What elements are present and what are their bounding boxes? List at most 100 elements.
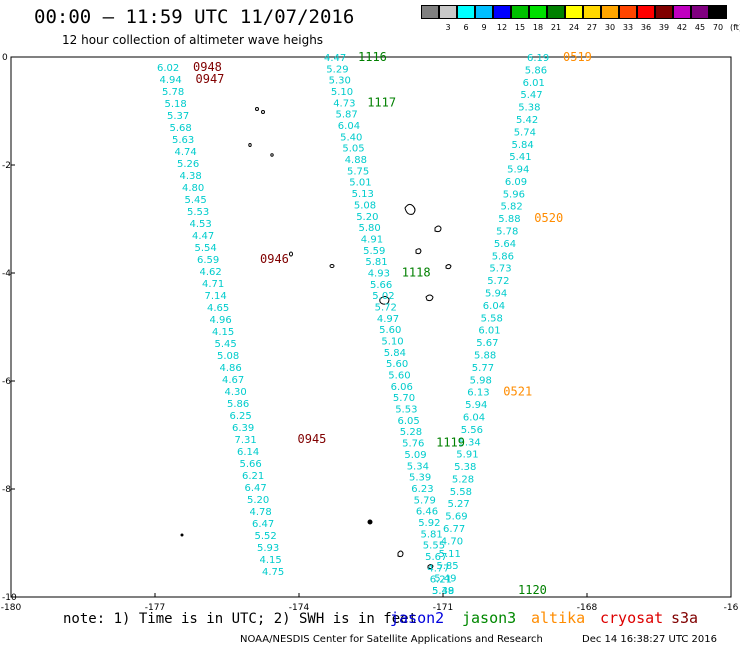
swh-value-jason3: 5.10 bbox=[331, 87, 353, 98]
swh-value-altika: 5.42 bbox=[516, 115, 538, 126]
generation-timestamp: Dec 14 16:38:27 UTC 2016 bbox=[582, 634, 717, 645]
legend-unit: (ft) bbox=[729, 23, 740, 32]
swh-value-jason2: 4.30 bbox=[225, 387, 247, 398]
legend-label: 39 bbox=[658, 23, 670, 32]
swh-value-jason2: 4.62 bbox=[200, 267, 222, 278]
island-outlines bbox=[180, 107, 452, 570]
swh-value-altika: 5.11 bbox=[439, 549, 461, 560]
swh-value-jason3: 5.87 bbox=[336, 110, 358, 121]
swh-value-jason3: 4.93 bbox=[368, 269, 390, 280]
swh-value-jason2: 4.74 bbox=[175, 147, 197, 158]
swh-value-altika: 5.86 bbox=[525, 65, 547, 76]
swh-value-altika: 5.67 bbox=[476, 338, 498, 349]
swh-value-altika: 6.01 bbox=[478, 326, 500, 337]
swh-value-jason2: 7.14 bbox=[205, 291, 227, 302]
island-outline bbox=[270, 153, 274, 157]
swh-value-jason3: 6.04 bbox=[338, 121, 360, 132]
swh-value-altika: 6.77 bbox=[443, 524, 465, 535]
swh-value-jason3: 5.70 bbox=[393, 393, 415, 404]
swh-value-jason3: 5.55 bbox=[423, 541, 445, 552]
satellite-name: altika bbox=[531, 609, 586, 627]
swh-value-jason3: 5.39 bbox=[409, 473, 431, 484]
swh-value-jason3: 5.60 bbox=[379, 325, 401, 336]
x-tick-label: -180 bbox=[1, 603, 22, 613]
swh-value-altika: 5.86 bbox=[492, 251, 514, 262]
island-outline bbox=[425, 294, 434, 302]
swh-value-jason2: 5.68 bbox=[170, 123, 192, 134]
swh-value-jason3: 5.80 bbox=[359, 223, 381, 234]
swh-value-jason2: 5.18 bbox=[165, 99, 187, 110]
swh-value-altika: 6.04 bbox=[463, 413, 485, 424]
swh-value-jason3: 5.28 bbox=[400, 427, 422, 438]
swh-value-jason3: 4.77 bbox=[427, 563, 449, 574]
swh-value-jason2: 5.93 bbox=[257, 543, 279, 554]
legend-label: 6 bbox=[463, 23, 469, 32]
pass-time-altika: 0519 bbox=[563, 50, 592, 64]
island-outline bbox=[261, 110, 265, 114]
swh-value-jason2: 5.45 bbox=[215, 339, 237, 350]
island-outline bbox=[329, 264, 335, 268]
y-tick-label: -4 bbox=[2, 269, 11, 279]
legend-label: 27 bbox=[586, 23, 598, 32]
swh-value-jason3: 5.05 bbox=[342, 144, 364, 155]
swh-value-jason3: 5.29 bbox=[326, 64, 348, 75]
swh-value-jason2: 5.86 bbox=[227, 399, 249, 410]
legend-swatch bbox=[691, 5, 709, 19]
swh-value-jason2: 4.67 bbox=[222, 375, 244, 386]
swh-value-jason2: 6.25 bbox=[230, 411, 252, 422]
map-title: 00:00 – 11:59 UTC 11/07/2016 bbox=[34, 6, 355, 28]
swh-value-jason2: 6.47 bbox=[245, 483, 267, 494]
island-outline bbox=[289, 251, 293, 257]
swh-value-jason3: 5.66 bbox=[370, 280, 392, 291]
swh-value-altika: 5.49 bbox=[434, 574, 456, 585]
swh-value-jason3: 6.06 bbox=[391, 382, 413, 393]
footnote: note: 1) Time is in UTC; 2) SWH is in fe… bbox=[63, 611, 418, 627]
swh-value-jason2: 6.47 bbox=[252, 519, 274, 530]
satellite-name: jason2 bbox=[390, 609, 445, 627]
swh-value-altika: 5.28 bbox=[452, 474, 474, 485]
satellite-name: jason3 bbox=[462, 609, 517, 627]
legend-swatch bbox=[655, 5, 673, 19]
credit-line: NOAA/NESDIS Center for Satellite Applica… bbox=[240, 634, 543, 645]
swh-value-jason2: 5.08 bbox=[217, 351, 239, 362]
y-tick-label: 0 bbox=[2, 53, 8, 63]
swh-value-altika: 6.09 bbox=[505, 177, 527, 188]
swh-value-jason2: 5.45 bbox=[185, 195, 207, 206]
island-outline bbox=[397, 550, 404, 558]
swh-value-jason2: 4.75 bbox=[262, 567, 284, 578]
swh-value-altika: 5.98 bbox=[470, 375, 492, 386]
swh-value-jason3: 5.79 bbox=[414, 495, 436, 506]
legend-label: 18 bbox=[532, 23, 544, 32]
legend-swatch bbox=[583, 5, 601, 19]
swh-value-jason2: 4.38 bbox=[180, 171, 202, 182]
legend-swatch bbox=[673, 5, 691, 19]
swh-value-jason2: 5.63 bbox=[172, 135, 194, 146]
swh-value-jason2: 5.54 bbox=[195, 243, 217, 254]
swh-value-jason3: 5.13 bbox=[352, 189, 374, 200]
swh-value-altika: 5.48 bbox=[432, 586, 454, 597]
swh-value-altika: 6.01 bbox=[523, 78, 545, 89]
swh-value-jason2: 6.14 bbox=[237, 447, 259, 458]
legend-swatch bbox=[439, 5, 457, 19]
swh-value-jason2: 4.15 bbox=[212, 327, 234, 338]
island-outline bbox=[180, 533, 184, 537]
swh-value-altika: 5.94 bbox=[465, 400, 487, 411]
swh-value-jason2: 5.20 bbox=[247, 495, 269, 506]
x-tick-label: -177 bbox=[145, 603, 165, 613]
swh-value-altika: 5.64 bbox=[494, 239, 516, 250]
y-tick-label: -6 bbox=[2, 377, 11, 387]
legend-swatch bbox=[511, 5, 529, 19]
legend-label: 33 bbox=[622, 23, 634, 32]
swh-value-altika: 5.58 bbox=[450, 487, 472, 498]
x-tick-label: -16 bbox=[724, 603, 739, 613]
swh-value-jason3: 6.05 bbox=[398, 416, 420, 427]
swh-value-jason2: 5.66 bbox=[240, 459, 262, 470]
legend-swatch bbox=[421, 5, 439, 19]
swh-value-altika: 6.04 bbox=[483, 301, 505, 312]
pass-time-altika: 0521 bbox=[503, 385, 532, 399]
swh-value-jason2: 4.65 bbox=[207, 303, 229, 314]
swh-value-jason2: 4.71 bbox=[202, 279, 224, 290]
swh-value-jason2: 4.47 bbox=[192, 231, 214, 242]
island-outline bbox=[415, 248, 422, 255]
